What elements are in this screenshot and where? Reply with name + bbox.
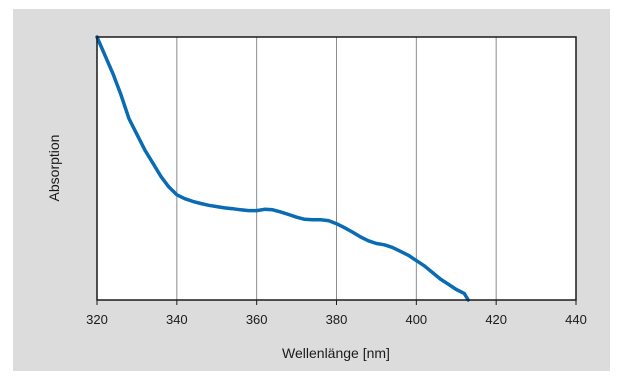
- x-axis-label: Wellenlänge [nm]: [282, 345, 390, 361]
- x-tick-label-420: 420: [485, 312, 507, 327]
- y-axis-label: Absorption: [46, 135, 62, 202]
- x-tick-label-360: 360: [246, 312, 268, 327]
- x-tick-label-400: 400: [405, 312, 427, 327]
- x-tick-label-340: 340: [166, 312, 188, 327]
- chart-panel: 320 340 360 380 400 420 440 Wellenlänge [nm] A…: [13, 9, 610, 371]
- x-tick-labels: 320 340 360 380 400 420 440: [86, 300, 587, 327]
- x-tick-label-380: 380: [326, 312, 348, 327]
- chart: 320 340 360 380 400 420 440 Wellenlänge [nm] A…: [46, 35, 587, 361]
- x-tick-label-320: 320: [86, 312, 108, 327]
- grid-lines: [176, 37, 497, 300]
- series-layer: [95, 35, 470, 302]
- x-tick-label-440: 440: [565, 312, 587, 327]
- series-line-0: [95, 35, 470, 302]
